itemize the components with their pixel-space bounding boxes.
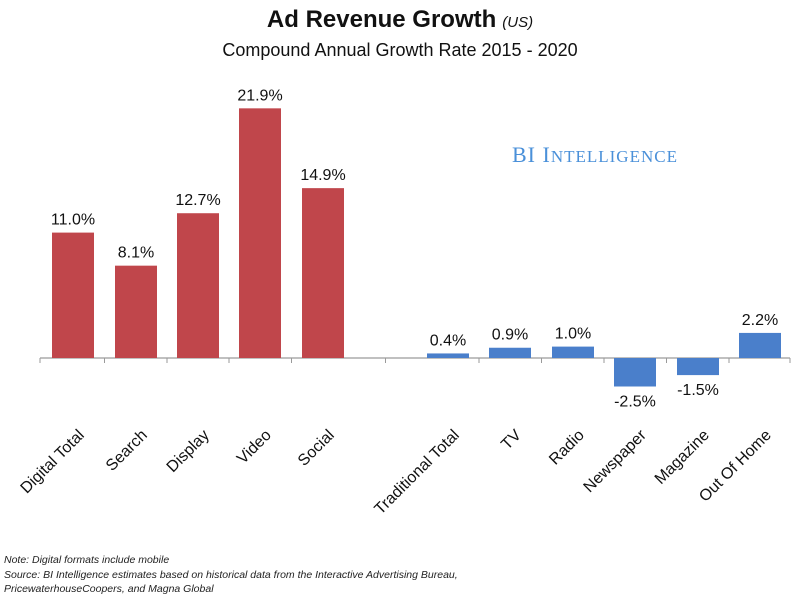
category-label: Digital Total	[18, 427, 88, 497]
bar	[614, 358, 656, 387]
category-label: TV	[498, 427, 525, 454]
category-label: Newspaper	[581, 426, 651, 496]
bar	[177, 213, 219, 358]
chart-notes: Note: Digital formats include mobile Sou…	[4, 553, 794, 597]
category-label: Radio	[546, 427, 588, 469]
chart-title-main: Ad Revenue Growth	[266, 6, 497, 33]
data-label: 12.7%	[175, 192, 220, 209]
data-label: 21.9%	[237, 87, 282, 104]
source-line: Source: BI Intelligence estimates based …	[4, 568, 458, 581]
data-label: 0.4%	[430, 332, 466, 349]
bar	[552, 346, 594, 358]
chart-subtitle: Compound Annual Growth Rate 2015 - 2020	[222, 40, 578, 60]
data-label: 1.0%	[555, 326, 591, 343]
brand-first: BI	[512, 142, 536, 167]
bar	[489, 347, 531, 358]
note-line: Note: Digital formats include mobile	[4, 554, 170, 566]
chart-title: Ad Revenue Growth (US)	[0, 6, 800, 34]
data-label: 11.0%	[51, 212, 95, 229]
data-label: -1.5%	[677, 382, 719, 399]
category-label: Social	[295, 427, 338, 470]
bar	[427, 353, 469, 358]
bar	[302, 188, 344, 358]
data-label: 2.2%	[742, 312, 778, 329]
bar	[52, 232, 94, 358]
bi-intelligence-logo: BI INTELLIGENCE	[512, 142, 678, 168]
chart-title-suffix: (US)	[502, 14, 534, 31]
bar	[239, 108, 281, 358]
data-label: -2.5%	[614, 394, 656, 411]
source-line-continued: PricewaterhouseCoopers, and Magna Global	[4, 583, 214, 595]
bar	[739, 332, 781, 358]
brand-second-cap: I	[542, 142, 551, 167]
category-label: Search	[103, 427, 151, 475]
bar	[115, 265, 157, 358]
brand-second-rest: NTELLIGENCE	[550, 147, 678, 166]
data-label: 14.9%	[300, 167, 345, 184]
bar	[677, 358, 719, 376]
category-label: Video	[234, 427, 275, 468]
data-label: 0.9%	[492, 327, 528, 344]
category-label: Traditional Total	[372, 427, 463, 518]
category-label: Display	[164, 427, 213, 476]
category-label: Magazine	[652, 427, 713, 488]
data-label: 8.1%	[118, 245, 154, 262]
